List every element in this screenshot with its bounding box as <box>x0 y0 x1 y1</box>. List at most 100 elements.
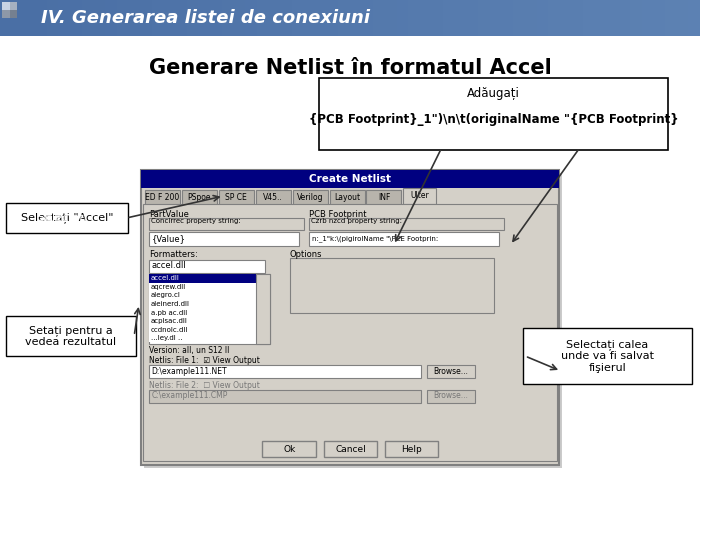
Bar <box>560 0 572 36</box>
Bar <box>536 0 549 36</box>
Bar <box>420 0 433 36</box>
Text: accel.dll: accel.dll <box>152 261 186 271</box>
Bar <box>10 10 17 18</box>
Text: Netlis: File 2:  ☐ View Output: Netlis: File 2: ☐ View Output <box>149 381 260 390</box>
Bar <box>361 0 374 36</box>
Bar <box>324 441 377 457</box>
Bar <box>502 0 514 36</box>
FancyBboxPatch shape <box>6 316 136 356</box>
Bar <box>653 0 666 36</box>
Text: Browse...: Browse... <box>433 392 469 401</box>
Bar <box>149 390 421 403</box>
Bar <box>606 0 619 36</box>
Text: Browse...: Browse... <box>433 367 469 375</box>
Bar <box>149 260 266 273</box>
Text: SP CE: SP CE <box>225 192 247 201</box>
Bar <box>309 218 503 230</box>
FancyBboxPatch shape <box>523 328 692 384</box>
Bar <box>467 0 480 36</box>
Bar <box>280 0 292 36</box>
Text: ...ley.dl ..: ...ley.dl .. <box>150 335 182 341</box>
FancyBboxPatch shape <box>6 203 128 233</box>
Text: {Value}: {Value} <box>152 234 186 244</box>
Bar <box>149 218 305 230</box>
Bar <box>144 173 562 468</box>
Bar <box>81 0 94 36</box>
Text: Selectați ": Selectați " <box>38 213 96 224</box>
Text: Selectați "Accel": Selectați "Accel" <box>21 213 113 224</box>
Bar <box>12 0 24 36</box>
Bar <box>140 0 153 36</box>
Bar <box>2 10 10 18</box>
Bar <box>315 0 328 36</box>
Text: alegro.cl: alegro.cl <box>150 293 181 299</box>
Bar <box>10 2 17 10</box>
Bar <box>256 0 269 36</box>
Bar <box>149 274 256 282</box>
Text: C:\example111.CMP: C:\example111.CMP <box>152 392 228 401</box>
Bar <box>665 0 678 36</box>
Bar <box>289 258 494 313</box>
Text: Generare Netlist în formatul Accel: Generare Netlist în formatul Accel <box>148 58 552 78</box>
Bar <box>677 0 689 36</box>
Bar <box>292 190 328 206</box>
Bar <box>149 308 256 316</box>
Text: Netlis: File 1:  ☑ View Output: Netlis: File 1: ☑ View Output <box>149 356 260 365</box>
Text: IV. Generarea listei de conexiuni: IV. Generarea listei de conexiuni <box>41 9 370 27</box>
Text: PartValue: PartValue <box>149 210 189 219</box>
Text: ED F 200: ED F 200 <box>145 192 179 201</box>
Bar <box>309 232 499 246</box>
Bar <box>245 0 258 36</box>
Bar <box>23 0 36 36</box>
Bar <box>303 0 316 36</box>
Bar <box>117 0 130 36</box>
Bar <box>149 365 421 378</box>
Bar <box>219 190 253 206</box>
Bar <box>128 0 141 36</box>
Text: V45..: V45.. <box>264 192 283 201</box>
Bar <box>58 0 71 36</box>
Bar <box>513 0 526 36</box>
Bar <box>175 0 188 36</box>
Bar <box>94 0 106 36</box>
Bar <box>152 0 164 36</box>
Text: Setați pentru a
vedea rezultatul: Setați pentru a vedea rezultatul <box>25 325 117 347</box>
Bar <box>490 0 503 36</box>
Text: Ok: Ok <box>283 444 295 454</box>
Bar <box>70 0 83 36</box>
Bar <box>292 0 305 36</box>
Text: a.pb ac.dll: a.pb ac.dll <box>150 309 187 315</box>
Bar <box>149 300 256 308</box>
Bar <box>327 0 339 36</box>
Text: PCB Footprint: PCB Footprint <box>309 210 366 219</box>
Bar <box>403 188 436 204</box>
Bar <box>431 0 444 36</box>
Text: Concirrec property string:: Concirrec property string: <box>150 218 240 224</box>
Bar <box>149 334 256 342</box>
Text: Layout: Layout <box>334 192 360 201</box>
Text: aqcrew.dll: aqcrew.dll <box>150 284 186 290</box>
Bar <box>145 190 180 206</box>
Bar <box>222 0 234 36</box>
Bar <box>269 0 281 36</box>
Text: Options: Options <box>289 250 322 259</box>
Text: acplsac.dll: acplsac.dll <box>150 318 187 324</box>
Text: D:\example111.NET: D:\example111.NET <box>152 367 228 375</box>
Bar <box>455 0 467 36</box>
Bar <box>233 0 246 36</box>
FancyBboxPatch shape <box>319 78 667 150</box>
Bar <box>427 390 475 403</box>
Bar <box>385 441 438 457</box>
Bar <box>618 0 631 36</box>
Bar <box>141 170 559 188</box>
Bar <box>263 441 316 457</box>
Bar <box>338 0 351 36</box>
Bar <box>0 0 13 36</box>
Text: Adăugați: Adăugați <box>467 87 520 100</box>
Bar <box>444 0 456 36</box>
Bar <box>35 0 48 36</box>
Bar <box>330 190 364 206</box>
Text: Help: Help <box>401 444 422 454</box>
Bar <box>688 0 701 36</box>
Bar <box>181 190 217 206</box>
